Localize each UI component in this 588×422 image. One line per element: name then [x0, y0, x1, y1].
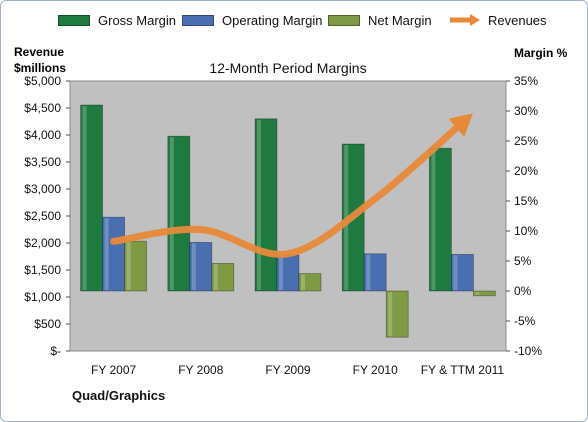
left-tick-label: $500: [34, 317, 61, 331]
bar-highlight: [257, 119, 261, 290]
right-tick-label: 5%: [514, 254, 532, 268]
right-tick-label: -10%: [514, 344, 542, 358]
x-tick-label: FY 2007: [91, 363, 136, 377]
right-tick-label: 0%: [514, 284, 532, 298]
bar-highlight: [431, 149, 436, 290]
bar-highlight: [126, 242, 131, 290]
x-tick-label: FY 2009: [265, 363, 310, 377]
bar-net-margin: [298, 273, 322, 292]
right-tick-label: 10%: [514, 224, 538, 238]
legend-item-operating-margin: Operating Margin: [182, 10, 322, 30]
x-tick-label: FY & TTM 2011: [421, 363, 505, 377]
chart-title: 12-Month Period Margins: [209, 60, 366, 76]
left-tick-label: $3,000: [24, 182, 61, 196]
bar-net-margin: [211, 262, 235, 292]
bar-operating-margin: [450, 253, 474, 292]
bar-highlight: [213, 264, 218, 290]
right-tick-label: -5%: [514, 314, 536, 328]
left-tick-label: $1,000: [24, 290, 61, 304]
legend-swatch-net-margin: [328, 14, 360, 26]
legend-label-revenues: Revenues: [488, 12, 547, 28]
bar-highlight: [366, 254, 371, 290]
bar-net-margin: [472, 290, 496, 297]
bar-gross-margin: [167, 135, 191, 292]
bar-highlight: [82, 106, 87, 290]
revenue-arrow-head: [448, 113, 473, 137]
bar-highlight: [191, 243, 196, 290]
left-tick-label: $-: [50, 344, 61, 358]
bar-operating-margin: [363, 253, 387, 292]
bar-gross-margin: [80, 104, 103, 292]
bar-highlight: [279, 256, 283, 290]
bar-gross-margin: [428, 147, 452, 292]
x-tick-label: FY 2010: [353, 363, 398, 377]
legend-label-net-margin: Net Margin: [368, 12, 432, 28]
right-tick-label: 25%: [514, 134, 538, 148]
legend-label-operating-margin: Operating Margin: [222, 12, 323, 28]
bar-highlight: [169, 137, 174, 290]
legend-swatch-gross-margin: [58, 14, 90, 26]
bar-net-margin: [385, 290, 409, 338]
right-tick-label: 35%: [514, 74, 538, 88]
bar-highlight: [453, 255, 458, 290]
bar-highlight: [104, 218, 109, 290]
bar-highlight: [388, 292, 393, 337]
legend-label-gross-margin: Gross Margin: [98, 12, 177, 28]
right-tick-label: 20%: [514, 164, 538, 178]
left-tick-label: $3,500: [24, 155, 61, 169]
left-tick-label: $2,500: [24, 209, 61, 223]
left-axis-title: Revenue $millions: [14, 45, 67, 75]
company-note: Quad/Graphics: [72, 388, 166, 403]
left-tick-label: $4,000: [24, 128, 61, 142]
left-tick-label: $2,000: [24, 236, 61, 250]
left-tick-label: $5,000: [24, 74, 61, 88]
right-tick-label: 30%: [514, 104, 538, 118]
bar-highlight: [301, 274, 305, 290]
legend: Gross Margin Operating Margin Net Margin…: [0, 10, 588, 36]
legend-arrow-icon: [450, 14, 480, 26]
legend-item-gross-margin: Gross Margin: [58, 10, 176, 30]
bar-net-margin: [124, 240, 147, 292]
left-tick-label: $4,500: [24, 101, 61, 115]
legend-item-net-margin: Net Margin: [328, 10, 432, 30]
right-axis-title: Margin %: [514, 46, 568, 60]
right-tick-label: 15%: [514, 194, 538, 208]
left-tick-label: $1,500: [24, 263, 61, 277]
legend-swatch-operating-margin: [182, 14, 214, 26]
bar-highlight: [475, 292, 480, 295]
legend-item-revenues: Revenues: [448, 10, 547, 30]
x-tick-label: FY 2008: [178, 363, 223, 377]
